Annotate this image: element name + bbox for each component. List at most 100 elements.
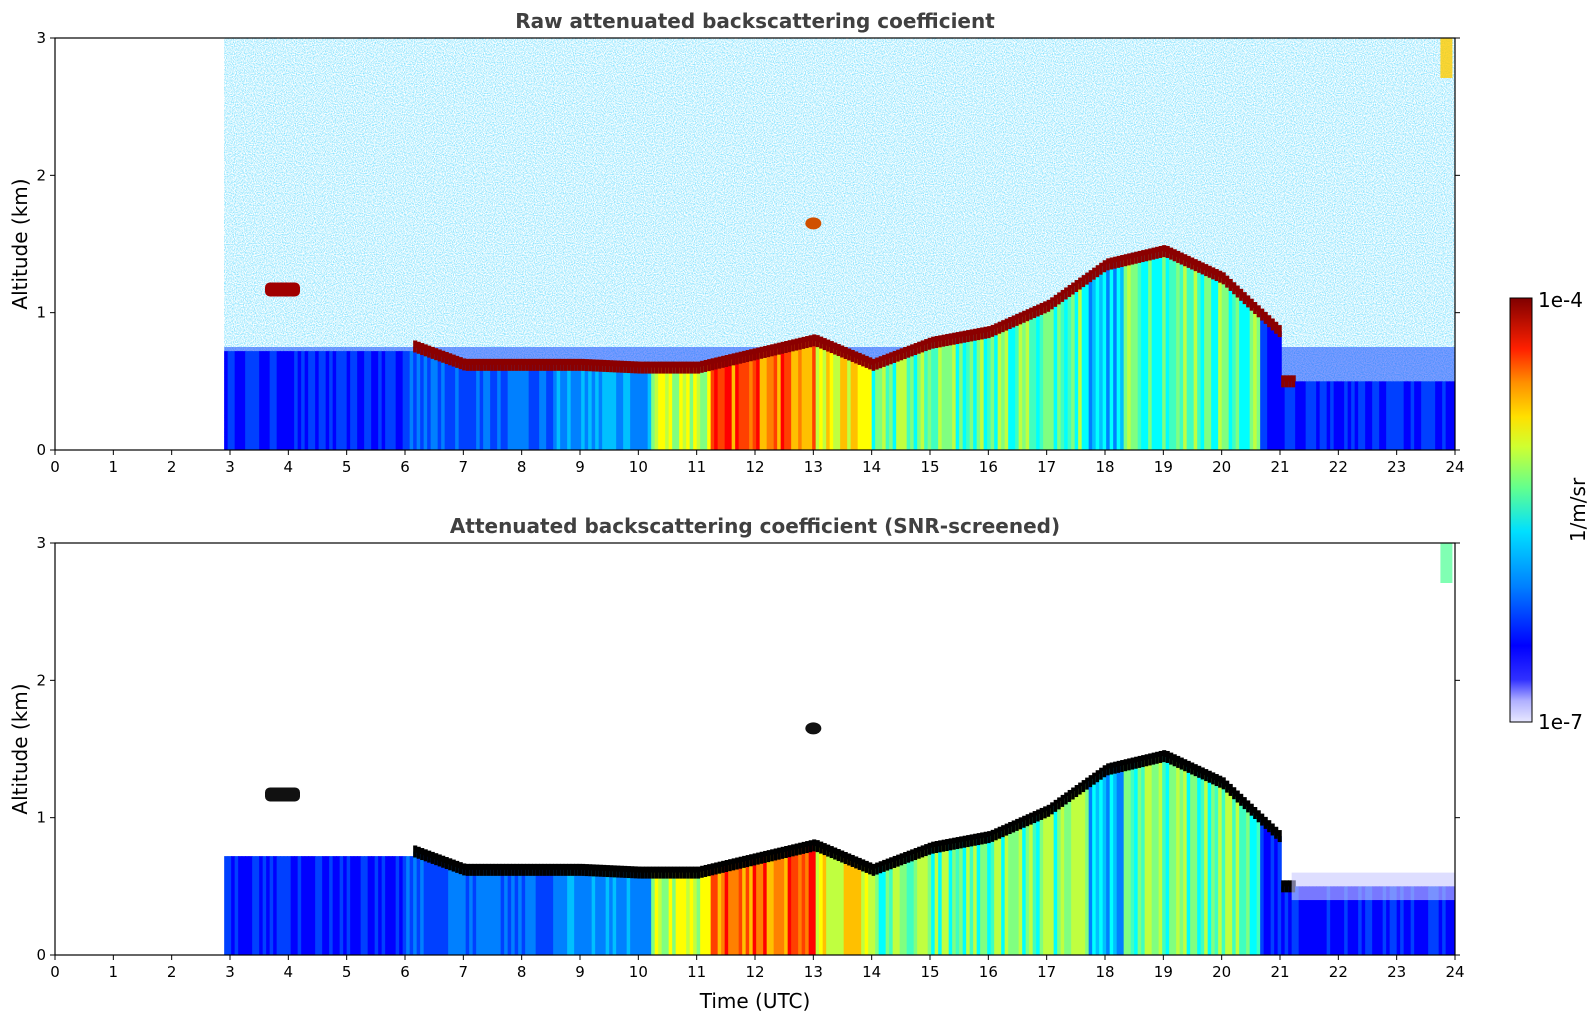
profile-column bbox=[749, 860, 754, 955]
layer-top-cell bbox=[1078, 277, 1083, 290]
layer-top-cell bbox=[546, 863, 551, 876]
layer-top-cell bbox=[1046, 299, 1051, 312]
profile-column bbox=[1183, 765, 1188, 955]
profile-column bbox=[770, 350, 775, 450]
layer-top-cell bbox=[665, 361, 670, 374]
profile-column bbox=[1281, 381, 1286, 450]
profile-column bbox=[262, 856, 267, 955]
x-tick-label: 21 bbox=[1270, 458, 1289, 476]
layer-top-cell bbox=[738, 856, 743, 869]
x-tick-label: 18 bbox=[1095, 458, 1114, 476]
profile-column bbox=[504, 869, 509, 955]
layer-top-cell bbox=[1172, 754, 1177, 767]
profile-column bbox=[1109, 768, 1114, 955]
profile-column bbox=[696, 872, 701, 955]
layer-top-cell bbox=[941, 334, 946, 347]
layer-top-cell bbox=[1081, 275, 1086, 288]
layer-top-cell bbox=[903, 346, 908, 359]
profile-column bbox=[829, 347, 834, 450]
x-tick-label: 11 bbox=[687, 458, 706, 476]
layer-top-cell bbox=[539, 863, 544, 876]
layer-top-cell bbox=[511, 358, 516, 371]
profile-column bbox=[1036, 310, 1041, 450]
profile-column bbox=[1151, 758, 1156, 955]
layer-top-cell bbox=[525, 863, 530, 876]
profile-column bbox=[500, 869, 505, 955]
layer-top-cell bbox=[574, 358, 579, 371]
profile-column bbox=[476, 364, 481, 450]
profile-column bbox=[444, 863, 449, 955]
layer-top-cell bbox=[441, 855, 446, 868]
layer-top-cell bbox=[1151, 247, 1156, 260]
profile-column bbox=[1186, 766, 1191, 955]
layer-top-cell bbox=[535, 863, 540, 876]
profile-column bbox=[1221, 783, 1226, 955]
profile-column bbox=[1235, 796, 1240, 955]
profile-column bbox=[875, 363, 880, 450]
layer-top-cell bbox=[1060, 289, 1065, 302]
layer-top-cell bbox=[997, 321, 1002, 334]
profile-column bbox=[700, 366, 705, 450]
layer-top-cell bbox=[563, 358, 568, 371]
profile-column bbox=[1158, 251, 1163, 450]
profile-column bbox=[581, 869, 586, 955]
layer-top-cell bbox=[735, 352, 740, 365]
profile-column bbox=[906, 856, 911, 955]
profile-column bbox=[983, 837, 988, 955]
layer-top-cell bbox=[413, 845, 418, 858]
layer-top-cell bbox=[560, 863, 565, 876]
profile-column bbox=[640, 367, 645, 450]
profile-column bbox=[885, 864, 890, 955]
profile-column bbox=[325, 351, 330, 450]
layer-top-cell bbox=[889, 857, 894, 870]
profile-column bbox=[1081, 281, 1086, 450]
layer-top-cell bbox=[1183, 759, 1188, 772]
profile-column bbox=[861, 360, 866, 450]
layer-top-cell bbox=[969, 329, 974, 342]
profile-column bbox=[1403, 886, 1408, 955]
x-tick-label: 14 bbox=[862, 963, 881, 981]
profile-column bbox=[465, 364, 470, 450]
layer-top-cell bbox=[840, 850, 845, 863]
profile-column bbox=[777, 348, 782, 450]
x-tick-label: 7 bbox=[459, 458, 469, 476]
layer-top-cell bbox=[1158, 245, 1163, 258]
x-tick-label: 15 bbox=[920, 458, 939, 476]
profile-column bbox=[868, 363, 873, 450]
profile-column bbox=[1435, 381, 1440, 450]
layer-top-cell bbox=[1067, 284, 1072, 297]
profile-column bbox=[829, 852, 834, 955]
profile-column bbox=[497, 364, 502, 450]
layer-top-cell bbox=[973, 833, 978, 846]
layer-top-cell bbox=[927, 842, 932, 855]
profile-column bbox=[1253, 307, 1258, 450]
layer-top-cell bbox=[476, 863, 481, 876]
layer-top-cell bbox=[570, 358, 575, 371]
profile-column bbox=[273, 351, 278, 450]
profile-column bbox=[280, 351, 285, 450]
profile-column bbox=[570, 869, 575, 955]
profile-column bbox=[721, 361, 726, 450]
profile-column bbox=[1085, 783, 1090, 955]
layer-top-cell bbox=[710, 358, 715, 371]
layer-top-cell bbox=[577, 358, 582, 371]
layer-top-cell bbox=[644, 866, 649, 879]
x-tick-label: 4 bbox=[284, 458, 294, 476]
layer-top-cell bbox=[1050, 802, 1055, 815]
profile-column bbox=[458, 868, 463, 955]
elevated-cloud bbox=[265, 282, 300, 297]
profile-column bbox=[1022, 316, 1027, 450]
layer-top-cell bbox=[612, 360, 617, 373]
layer-top-cell bbox=[623, 360, 628, 373]
profile-column bbox=[651, 367, 656, 450]
profile-column bbox=[1018, 318, 1023, 450]
profile-column bbox=[626, 367, 631, 450]
profile-column bbox=[1281, 886, 1286, 955]
elevated-cloud bbox=[265, 787, 300, 802]
profile-column bbox=[567, 364, 572, 450]
layer-top-cell bbox=[819, 841, 824, 854]
profile-column bbox=[413, 851, 418, 955]
profile-column bbox=[1449, 381, 1454, 450]
profile-column bbox=[1025, 820, 1030, 955]
